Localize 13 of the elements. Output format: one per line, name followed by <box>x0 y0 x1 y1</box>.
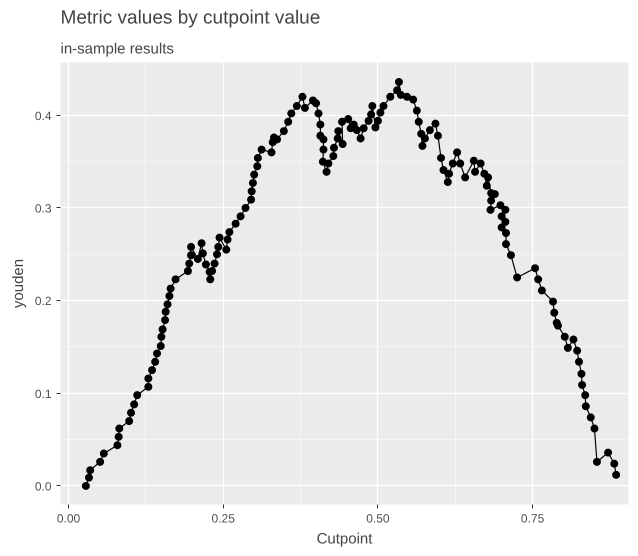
x-tick-label: 0.00 <box>56 512 81 526</box>
x-tick-label: 0.50 <box>366 512 390 526</box>
y-tick-label: 0.1 <box>34 386 52 401</box>
x-axis-title: Cutpoint <box>316 530 374 548</box>
y-axis-title: youden <box>10 258 27 308</box>
y-tick-label: 0.3 <box>34 201 52 216</box>
chart-title: Metric values by cutpoint value <box>60 8 320 28</box>
x-tick-label: 0.25 <box>212 512 236 526</box>
chart-subtitle: in-sample results <box>60 40 174 58</box>
x-tick-label: 0.75 <box>520 512 545 526</box>
y-tick-label: 0.0 <box>34 479 52 494</box>
y-tick-label: 0.2 <box>34 294 52 308</box>
y-tick-label: 0.4 <box>34 108 52 123</box>
